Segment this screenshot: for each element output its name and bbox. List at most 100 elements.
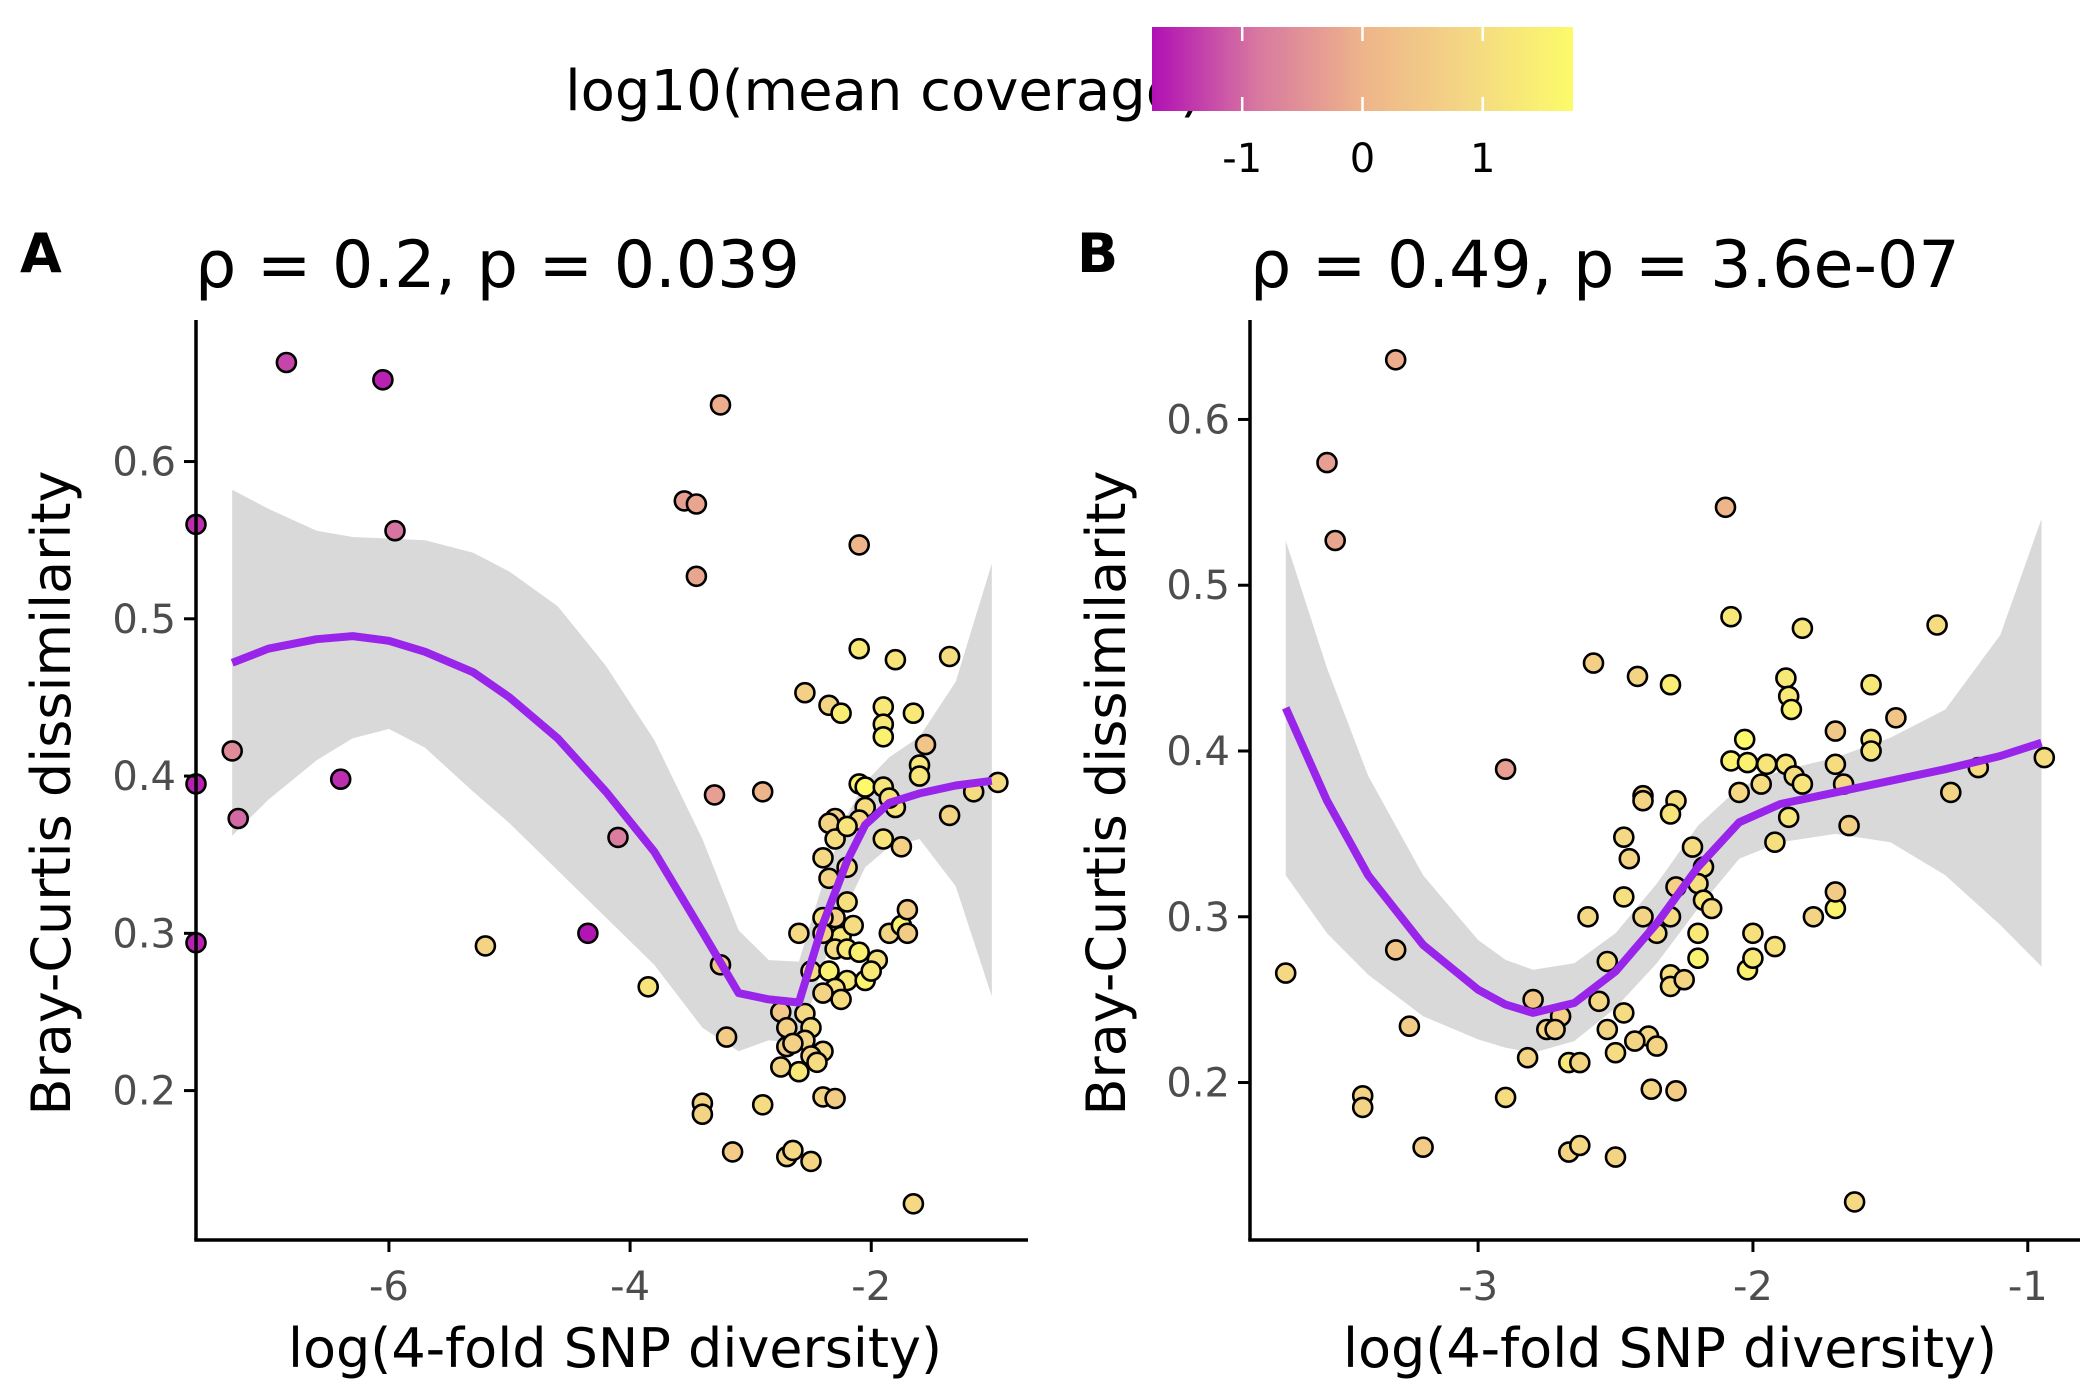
data-point bbox=[1494, 758, 1517, 781]
data-point bbox=[1860, 740, 1882, 762]
data-point bbox=[1791, 773, 1814, 795]
data-point bbox=[1351, 1096, 1374, 1119]
data-point bbox=[1802, 905, 1825, 928]
x-tick-label: -2 bbox=[1733, 1264, 1773, 1310]
data-point bbox=[1569, 1051, 1591, 1074]
data-point bbox=[685, 493, 708, 515]
data-point bbox=[848, 534, 871, 556]
data-point bbox=[812, 846, 834, 869]
data-point bbox=[1681, 836, 1704, 858]
y-tick-label: 0.4 bbox=[112, 754, 176, 800]
panel-b-smooth-layer bbox=[1282, 706, 2043, 1017]
data-point bbox=[1582, 652, 1605, 674]
panel-b-points-layer bbox=[1274, 348, 2056, 1213]
data-point bbox=[751, 1094, 774, 1116]
data-point bbox=[1750, 773, 1772, 795]
data-point bbox=[691, 1103, 714, 1125]
data-point bbox=[607, 826, 629, 849]
data-point bbox=[1646, 1035, 1668, 1057]
data-point bbox=[1843, 1191, 1866, 1213]
data-point bbox=[1673, 968, 1695, 991]
data-point bbox=[800, 1150, 822, 1173]
data-point bbox=[842, 914, 865, 937]
y-tick-label: 0.3 bbox=[112, 911, 176, 957]
data-point bbox=[685, 565, 708, 588]
data-point bbox=[860, 960, 883, 982]
data-point bbox=[908, 765, 931, 787]
data-point bbox=[914, 733, 937, 756]
legend-tick-label: 1 bbox=[1470, 136, 1495, 182]
data-point bbox=[1618, 847, 1641, 870]
data-point bbox=[384, 519, 406, 542]
data-point bbox=[1777, 806, 1800, 829]
panel-a-y-axis-label: Bray-Curtis dissimilarity bbox=[20, 470, 83, 1115]
data-point bbox=[1687, 947, 1709, 970]
data-point bbox=[1632, 905, 1654, 928]
data-point bbox=[1665, 1080, 1687, 1102]
data-point bbox=[1728, 781, 1750, 804]
data-point bbox=[1775, 667, 1797, 689]
data-point bbox=[1632, 789, 1654, 812]
data-point bbox=[1780, 698, 1803, 721]
data-point bbox=[1940, 781, 1962, 804]
data-point bbox=[1824, 881, 1847, 903]
data-point bbox=[1569, 1134, 1591, 1157]
panel-a-ribbon-layer bbox=[232, 489, 992, 1052]
data-point bbox=[1742, 947, 1764, 970]
data-point bbox=[836, 891, 858, 913]
data-point bbox=[703, 784, 726, 806]
data-point bbox=[782, 1139, 804, 1162]
data-point bbox=[751, 780, 774, 803]
data-point bbox=[1742, 922, 1764, 945]
panel-b-axes: -3 -2 -1 0.2 0.3 0.4 0.5 0.6 bbox=[1166, 320, 2080, 1310]
data-point bbox=[1838, 814, 1860, 837]
panel-a-tag: A bbox=[20, 222, 62, 285]
data-point bbox=[1764, 831, 1786, 854]
data-point bbox=[1412, 1136, 1434, 1158]
y-tick-label: 0.2 bbox=[1166, 1061, 1230, 1107]
data-point bbox=[902, 702, 925, 725]
data-point bbox=[275, 351, 298, 374]
y-tick-label: 0.3 bbox=[1166, 895, 1230, 941]
data-point bbox=[1613, 886, 1635, 908]
data-point bbox=[1640, 1078, 1663, 1100]
data-point bbox=[806, 1051, 828, 1074]
x-tick-label: -2 bbox=[851, 1264, 891, 1310]
panel-b: B ρ = 0.49, p = 3.6e-07 Bray-Curtis diss… bbox=[1075, 222, 2080, 1380]
data-point bbox=[872, 725, 895, 748]
data-point bbox=[1516, 1046, 1539, 1069]
data-point bbox=[830, 702, 852, 725]
data-point bbox=[836, 815, 858, 838]
data-point bbox=[1316, 451, 1338, 474]
panel-a-confidence-ribbon bbox=[232, 489, 992, 1052]
x-tick-label: -4 bbox=[610, 1264, 650, 1310]
data-point bbox=[1384, 939, 1407, 961]
data-point bbox=[1860, 673, 1882, 696]
data-point bbox=[227, 807, 249, 830]
data-point bbox=[1624, 1030, 1646, 1052]
data-point bbox=[938, 804, 961, 827]
data-point bbox=[854, 776, 877, 798]
y-tick-label: 0.2 bbox=[112, 1069, 176, 1115]
data-point bbox=[812, 982, 834, 1004]
legend-tick-label: -1 bbox=[1222, 136, 1262, 182]
data-point bbox=[902, 1193, 925, 1215]
panel-a-title: ρ = 0.2, p = 0.039 bbox=[195, 228, 800, 303]
y-tick-label: 0.5 bbox=[1166, 563, 1230, 609]
data-point bbox=[1613, 826, 1635, 849]
data-point bbox=[637, 975, 660, 998]
panel-b-tag: B bbox=[1077, 222, 1118, 285]
data-point bbox=[1736, 751, 1759, 774]
data-point bbox=[1687, 922, 1709, 945]
data-point bbox=[1398, 1015, 1421, 1037]
legend-title: log10(mean coverage) bbox=[565, 59, 1202, 124]
data-point bbox=[1824, 753, 1847, 776]
data-point bbox=[830, 988, 852, 1011]
data-point bbox=[1626, 665, 1649, 688]
legend-ticks: -1 0 1 bbox=[1222, 27, 1496, 182]
data-point bbox=[848, 637, 871, 660]
panel-b-confidence-ribbon bbox=[1285, 518, 2042, 1053]
data-point bbox=[1755, 753, 1778, 776]
data-point bbox=[769, 1056, 792, 1078]
